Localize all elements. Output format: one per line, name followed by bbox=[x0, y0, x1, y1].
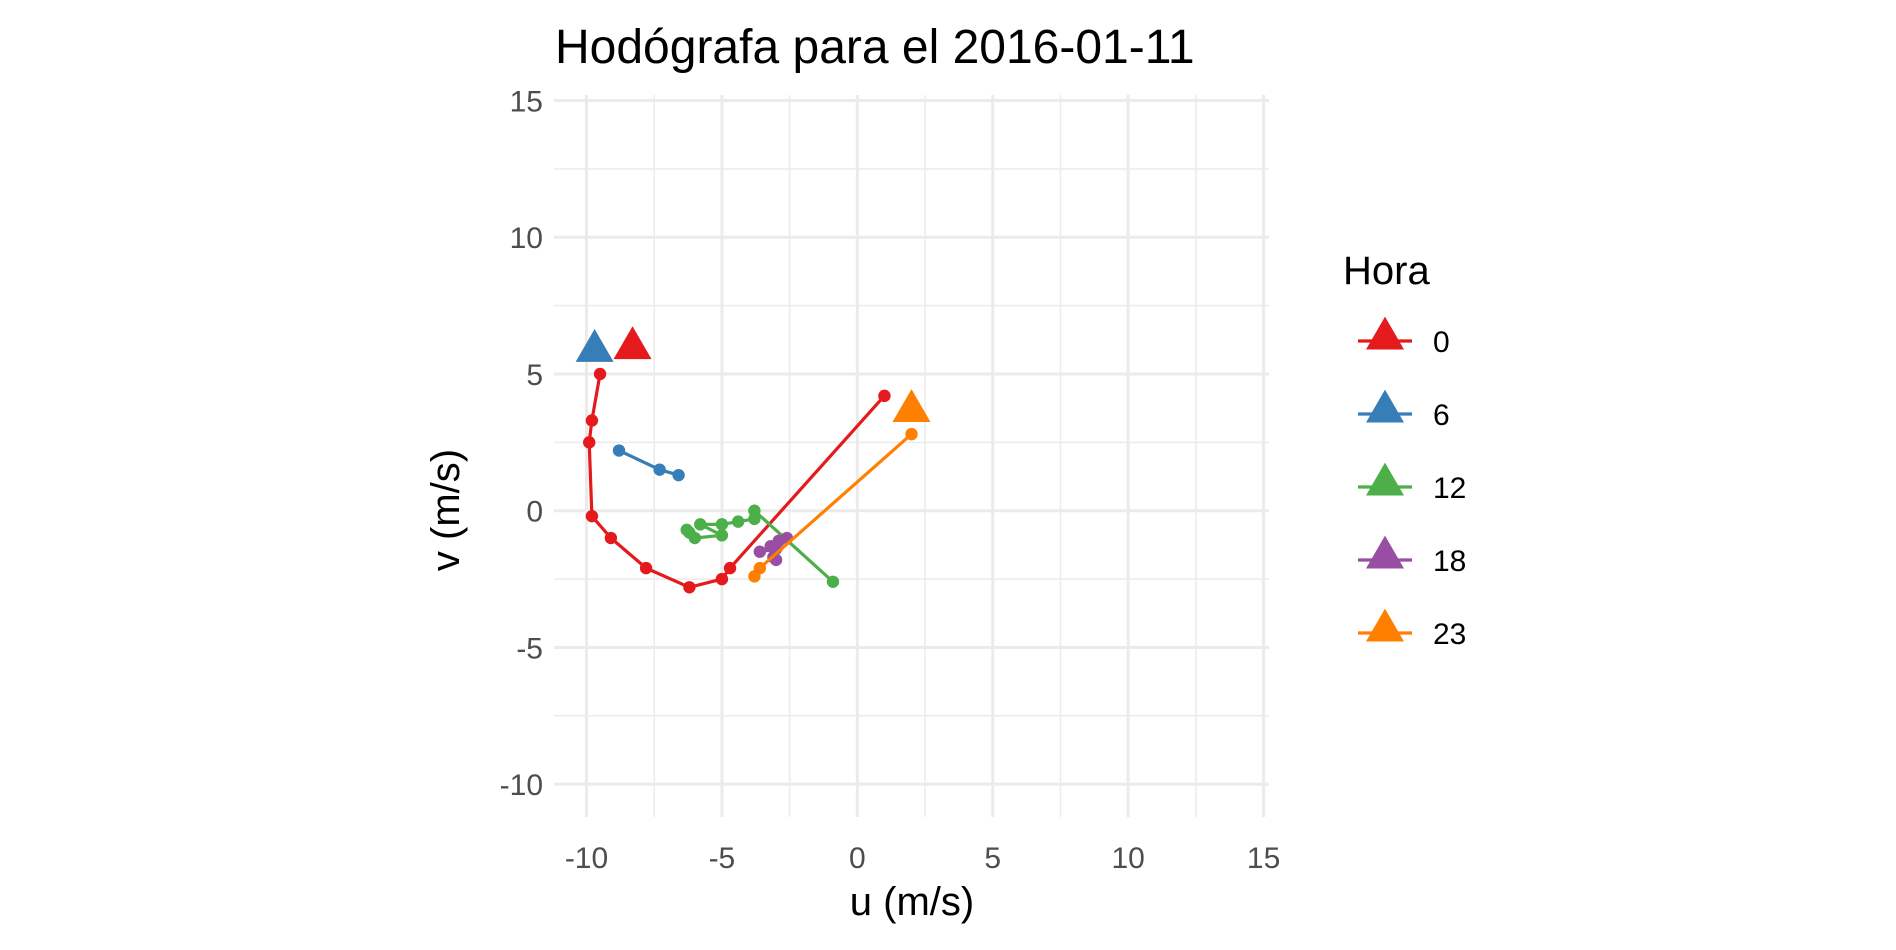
legend-title: Hora bbox=[1343, 249, 1430, 293]
x-tick-label: 15 bbox=[1247, 842, 1280, 875]
x-axis-title: u (m/s) bbox=[850, 880, 974, 924]
y-tick-label: -10 bbox=[500, 769, 543, 802]
x-tick-label: 10 bbox=[1111, 842, 1144, 875]
data-point bbox=[653, 463, 666, 476]
series-line bbox=[587, 373, 886, 589]
data-point bbox=[683, 581, 696, 594]
series-23 bbox=[748, 389, 931, 583]
y-tick-label: 10 bbox=[510, 222, 543, 255]
legend-item-23: 23 bbox=[1358, 608, 1466, 651]
data-point bbox=[905, 427, 918, 441]
data-point bbox=[753, 545, 767, 558]
legend: Hora 0 6 12 18 23 bbox=[1343, 249, 1466, 651]
legend-label: 0 bbox=[1433, 326, 1450, 359]
legend-label: 12 bbox=[1433, 472, 1466, 505]
legend-key-triangle bbox=[1366, 535, 1404, 569]
series-6 bbox=[575, 328, 685, 482]
data-point bbox=[715, 518, 729, 531]
data-point bbox=[826, 575, 840, 589]
series-line bbox=[618, 449, 680, 477]
end-marker-triangle bbox=[575, 328, 614, 362]
legend-label: 6 bbox=[1433, 399, 1450, 432]
legend-key-triangle bbox=[1366, 316, 1404, 350]
series-0 bbox=[583, 326, 891, 594]
end-marker-triangle bbox=[892, 389, 931, 423]
y-tick-label: 0 bbox=[526, 496, 543, 529]
data-point bbox=[604, 531, 618, 545]
legend-item-0: 0 bbox=[1358, 316, 1450, 359]
data-point bbox=[583, 436, 596, 449]
data-point bbox=[585, 414, 599, 427]
data-point bbox=[715, 529, 729, 542]
data-point bbox=[612, 444, 626, 457]
series-12 bbox=[680, 504, 840, 589]
x-tick-label: 0 bbox=[849, 842, 866, 875]
x-tick-label: 5 bbox=[984, 842, 1001, 875]
legend-item-18: 18 bbox=[1358, 535, 1466, 578]
legend-key-triangle bbox=[1366, 389, 1404, 423]
legend-key-triangle bbox=[1366, 462, 1404, 496]
legend-item-12: 12 bbox=[1358, 462, 1466, 505]
data-point bbox=[593, 367, 607, 381]
data-point bbox=[748, 570, 761, 583]
end-marker-triangle bbox=[613, 326, 652, 360]
data-point bbox=[639, 561, 653, 575]
y-axis-title: v (m/s) bbox=[424, 449, 468, 571]
data-point bbox=[731, 515, 745, 528]
data-point bbox=[585, 509, 599, 523]
legend-key-triangle bbox=[1366, 608, 1404, 642]
chart-title: Hodógrafa para el 2016-01-11 bbox=[555, 21, 1195, 74]
data-point bbox=[715, 572, 729, 586]
data-point bbox=[672, 468, 685, 482]
plot-panel: -10 -5 0 5 10 15 -10 -5 0 5 10 15 bbox=[500, 85, 1281, 875]
legend-label: 18 bbox=[1433, 545, 1466, 578]
y-tick-label: -5 bbox=[516, 632, 543, 665]
legend-label: 23 bbox=[1433, 618, 1466, 651]
data-point bbox=[723, 561, 737, 575]
x-tick-label: -5 bbox=[709, 842, 736, 875]
data-point bbox=[878, 389, 891, 403]
y-tick-label: 15 bbox=[510, 85, 543, 118]
y-tick-label: 5 bbox=[526, 359, 543, 392]
data-point bbox=[748, 512, 761, 526]
data-point bbox=[694, 518, 707, 531]
legend-item-6: 6 bbox=[1358, 389, 1450, 432]
x-tick-label: -10 bbox=[565, 842, 608, 875]
data-point bbox=[680, 523, 693, 537]
